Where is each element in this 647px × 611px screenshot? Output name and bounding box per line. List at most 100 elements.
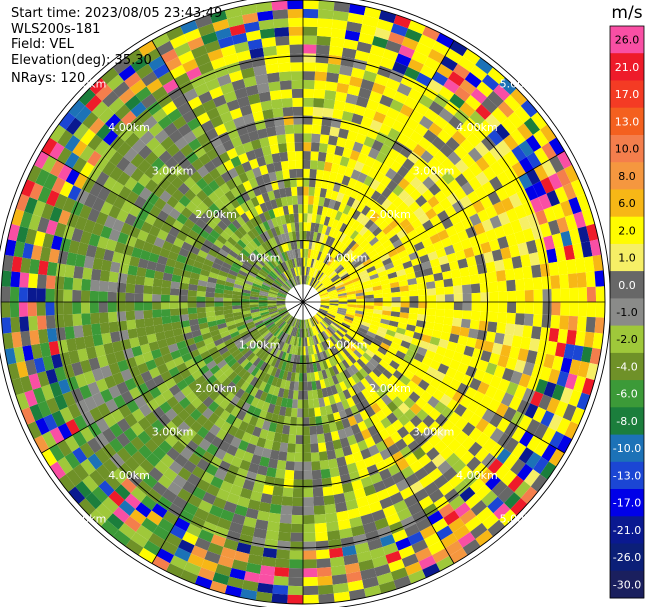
velocity-cell [223,538,239,551]
velocity-cell [242,141,254,153]
velocity-cell [261,420,271,431]
velocity-cell [223,226,234,237]
velocity-cell [409,188,422,201]
velocity-cell [266,521,280,532]
velocity-cell [376,330,386,339]
velocity-cell [188,138,202,152]
velocity-cell [454,502,471,518]
velocity-cell [64,152,80,169]
velocity-cell [121,199,134,214]
velocity-cell [462,284,472,294]
velocity-cell [117,320,128,332]
velocity-cell [360,24,377,36]
velocity-cell [435,309,445,317]
velocity-cell [476,506,494,523]
velocity-cell [275,396,283,407]
velocity-cell [355,223,365,233]
velocity-cell [444,100,460,116]
velocity-cell [358,269,368,277]
velocity-cell [29,329,40,346]
velocity-cell [453,108,470,124]
velocity-cell [349,76,363,88]
velocity-cell [9,286,20,302]
velocity-cell [28,214,42,231]
velocity-cell [208,203,220,215]
velocity-cell [442,122,458,137]
velocity-cell [63,276,74,290]
velocity-cell [210,57,227,70]
velocity-cell [557,260,568,276]
velocity-cell [506,312,516,325]
velocity-cell [462,293,472,302]
velocity-cell [277,62,291,73]
velocity-cell [263,264,272,273]
velocity-cell [472,244,484,256]
velocity-cell [243,349,253,359]
velocity-cell [245,169,256,181]
velocity-cell [306,372,312,382]
velocity-cell [261,314,271,321]
velocity-cell [408,569,426,584]
velocity-cell [303,275,306,285]
velocity-cell [158,413,171,427]
velocity-cell [317,223,324,234]
velocity-cell [65,168,80,186]
velocity-cell [303,239,307,249]
velocity-cell [192,486,207,500]
velocity-cell [487,458,504,475]
velocity-cell [224,201,236,213]
velocity-cell [10,271,21,288]
velocity-cell [218,326,229,334]
velocity-cell [299,328,302,338]
velocity-cell [206,107,220,120]
velocity-cell [125,283,136,294]
velocity-cell [109,437,124,453]
velocity-cell [277,53,291,64]
velocity-cell [156,496,173,511]
velocity-cell [241,289,251,294]
velocity-cell [205,127,219,141]
velocity-cell [425,384,438,396]
velocity-cell [87,437,102,454]
velocity-cell [286,196,293,206]
velocity-cell [316,241,323,252]
velocity-cell [1,317,12,334]
velocity-cell [271,348,279,358]
velocity-cell [188,313,198,321]
velocity-cell [466,256,477,267]
velocity-cell [220,330,230,339]
velocity-cell [261,329,270,338]
velocity-cell [289,344,294,355]
velocity-cell [310,142,320,152]
velocity-cell [290,186,298,196]
velocity-cell [179,314,189,322]
velocity-cell [178,539,195,554]
velocity-cell [278,522,292,533]
velocity-cell [452,200,465,214]
velocity-cell [493,365,506,379]
velocity-cell [496,448,512,465]
velocity-cell [329,37,345,48]
velocity-cell [89,182,103,198]
velocity-cell [275,558,290,569]
velocity-cell [489,413,503,428]
velocity-cell [433,496,450,511]
velocity-cell [223,53,239,66]
velocity-cell [279,151,289,162]
velocity-cell [303,532,316,542]
velocity-cell [338,339,347,349]
velocity-cell [87,453,103,470]
velocity-cell [202,369,214,381]
velocity-cell [153,356,166,367]
velocity-cell [146,488,162,504]
velocity-cell [80,302,91,314]
velocity-cell [140,93,157,109]
velocity-cell [268,209,276,220]
velocity-cell [453,293,463,302]
velocity-cell [238,269,248,277]
velocity-cell [128,386,142,400]
velocity-cell [161,202,174,215]
velocity-cell [322,278,331,286]
velocity-cell [310,160,318,170]
velocity-cell [409,130,424,144]
